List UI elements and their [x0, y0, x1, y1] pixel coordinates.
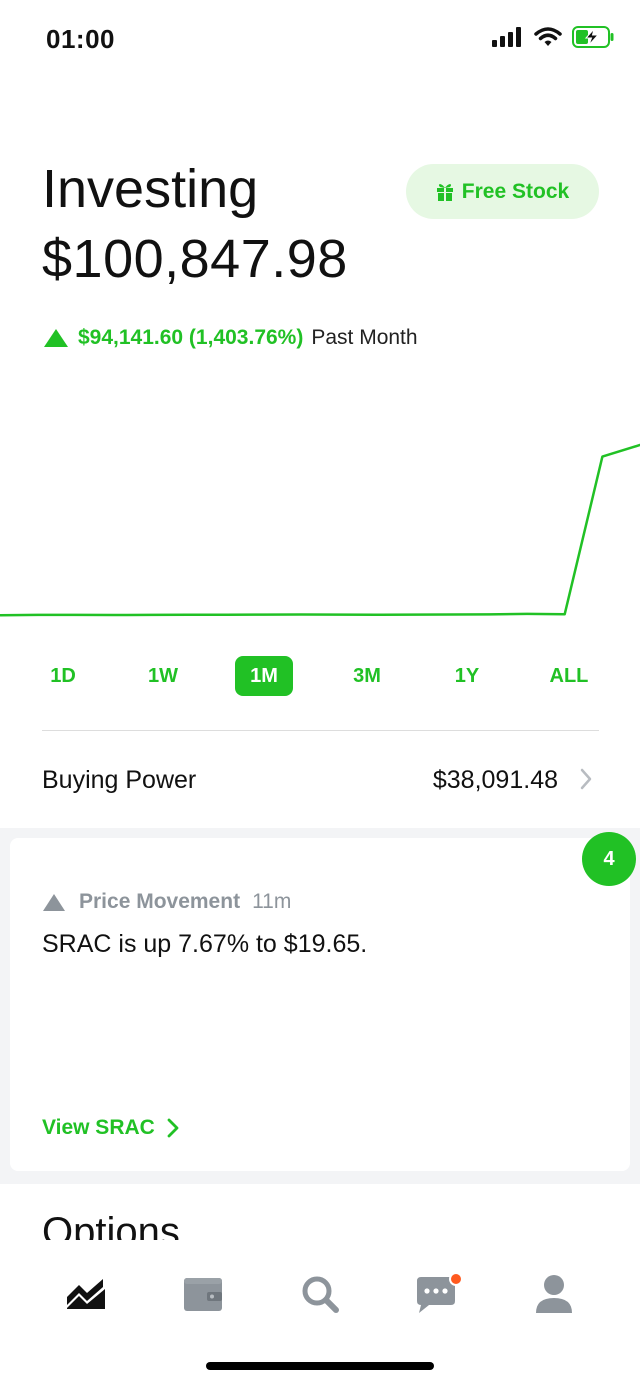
triangle-up-icon	[43, 893, 65, 911]
range-all[interactable]: ALL	[549, 664, 589, 687]
nav-messages[interactable]	[408, 1264, 468, 1324]
buying-power-value: $38,091.48	[432, 766, 558, 794]
divider	[42, 730, 599, 731]
range-1y[interactable]: 1Y	[454, 664, 480, 687]
page-title: Investing	[42, 159, 259, 219]
notification-card[interactable]: Price Movement 11m SRAC is up 7.67% to $…	[10, 838, 630, 1171]
gift-icon	[436, 183, 453, 201]
card-body: SRAC is up 7.67% to $19.65.	[42, 930, 368, 958]
chart-line	[0, 443, 640, 617]
view-srac-link[interactable]: View SRAC	[42, 1116, 179, 1140]
chart-icon	[67, 1279, 105, 1309]
range-selector: 1D 1W 1M 3M 1Y ALL	[0, 656, 640, 698]
cellular-signal-icon	[492, 27, 521, 47]
nav-account[interactable]	[524, 1264, 584, 1324]
nav-wallet[interactable]	[173, 1264, 233, 1324]
bottom-nav	[0, 1240, 640, 1385]
chat-icon	[417, 1273, 461, 1313]
range-1m[interactable]: 1M	[235, 656, 293, 696]
range-3m[interactable]: 3M	[353, 664, 381, 687]
status-icons	[492, 26, 614, 48]
wifi-icon	[534, 27, 562, 46]
card-count-badge[interactable]: 4	[582, 832, 636, 886]
buying-power-label: Buying Power	[42, 766, 197, 794]
portfolio-chart[interactable]	[0, 430, 640, 630]
change-value: $94,141.60 (1,403.76%)	[78, 326, 304, 349]
change-period: Past Month	[311, 326, 418, 349]
card-time: 11m	[252, 890, 292, 913]
nav-home[interactable]	[56, 1264, 116, 1324]
card-category: Price Movement	[79, 890, 241, 913]
free-stock-label: Free Stock	[461, 179, 570, 203]
status-time: 01:00	[46, 24, 115, 54]
range-1d[interactable]: 1D	[50, 664, 76, 687]
chevron-right-icon	[580, 768, 592, 790]
person-icon	[536, 1275, 572, 1313]
up-arrow-icon	[44, 329, 68, 347]
portfolio-change: $94,141.60 (1,403.76%) Past Month	[44, 326, 418, 350]
wallet-icon	[184, 1278, 222, 1311]
portfolio-value: $100,847.98	[42, 229, 348, 289]
chevron-right-icon	[167, 1118, 179, 1138]
search-icon	[302, 1276, 339, 1313]
free-stock-button[interactable]: Free Stock	[406, 164, 599, 219]
battery-charging-icon	[572, 26, 614, 48]
cards-section: Price Movement 11m SRAC is up 7.67% to $…	[0, 828, 640, 1184]
card-header: Price Movement 11m	[43, 890, 291, 914]
home-indicator	[206, 1362, 434, 1370]
status-bar: 01:00	[0, 0, 640, 80]
buying-power-row[interactable]: Buying Power $38,091.48	[0, 752, 640, 808]
range-1w[interactable]: 1W	[148, 664, 178, 687]
card-link-label: View SRAC	[42, 1116, 155, 1139]
nav-search[interactable]	[290, 1264, 350, 1324]
